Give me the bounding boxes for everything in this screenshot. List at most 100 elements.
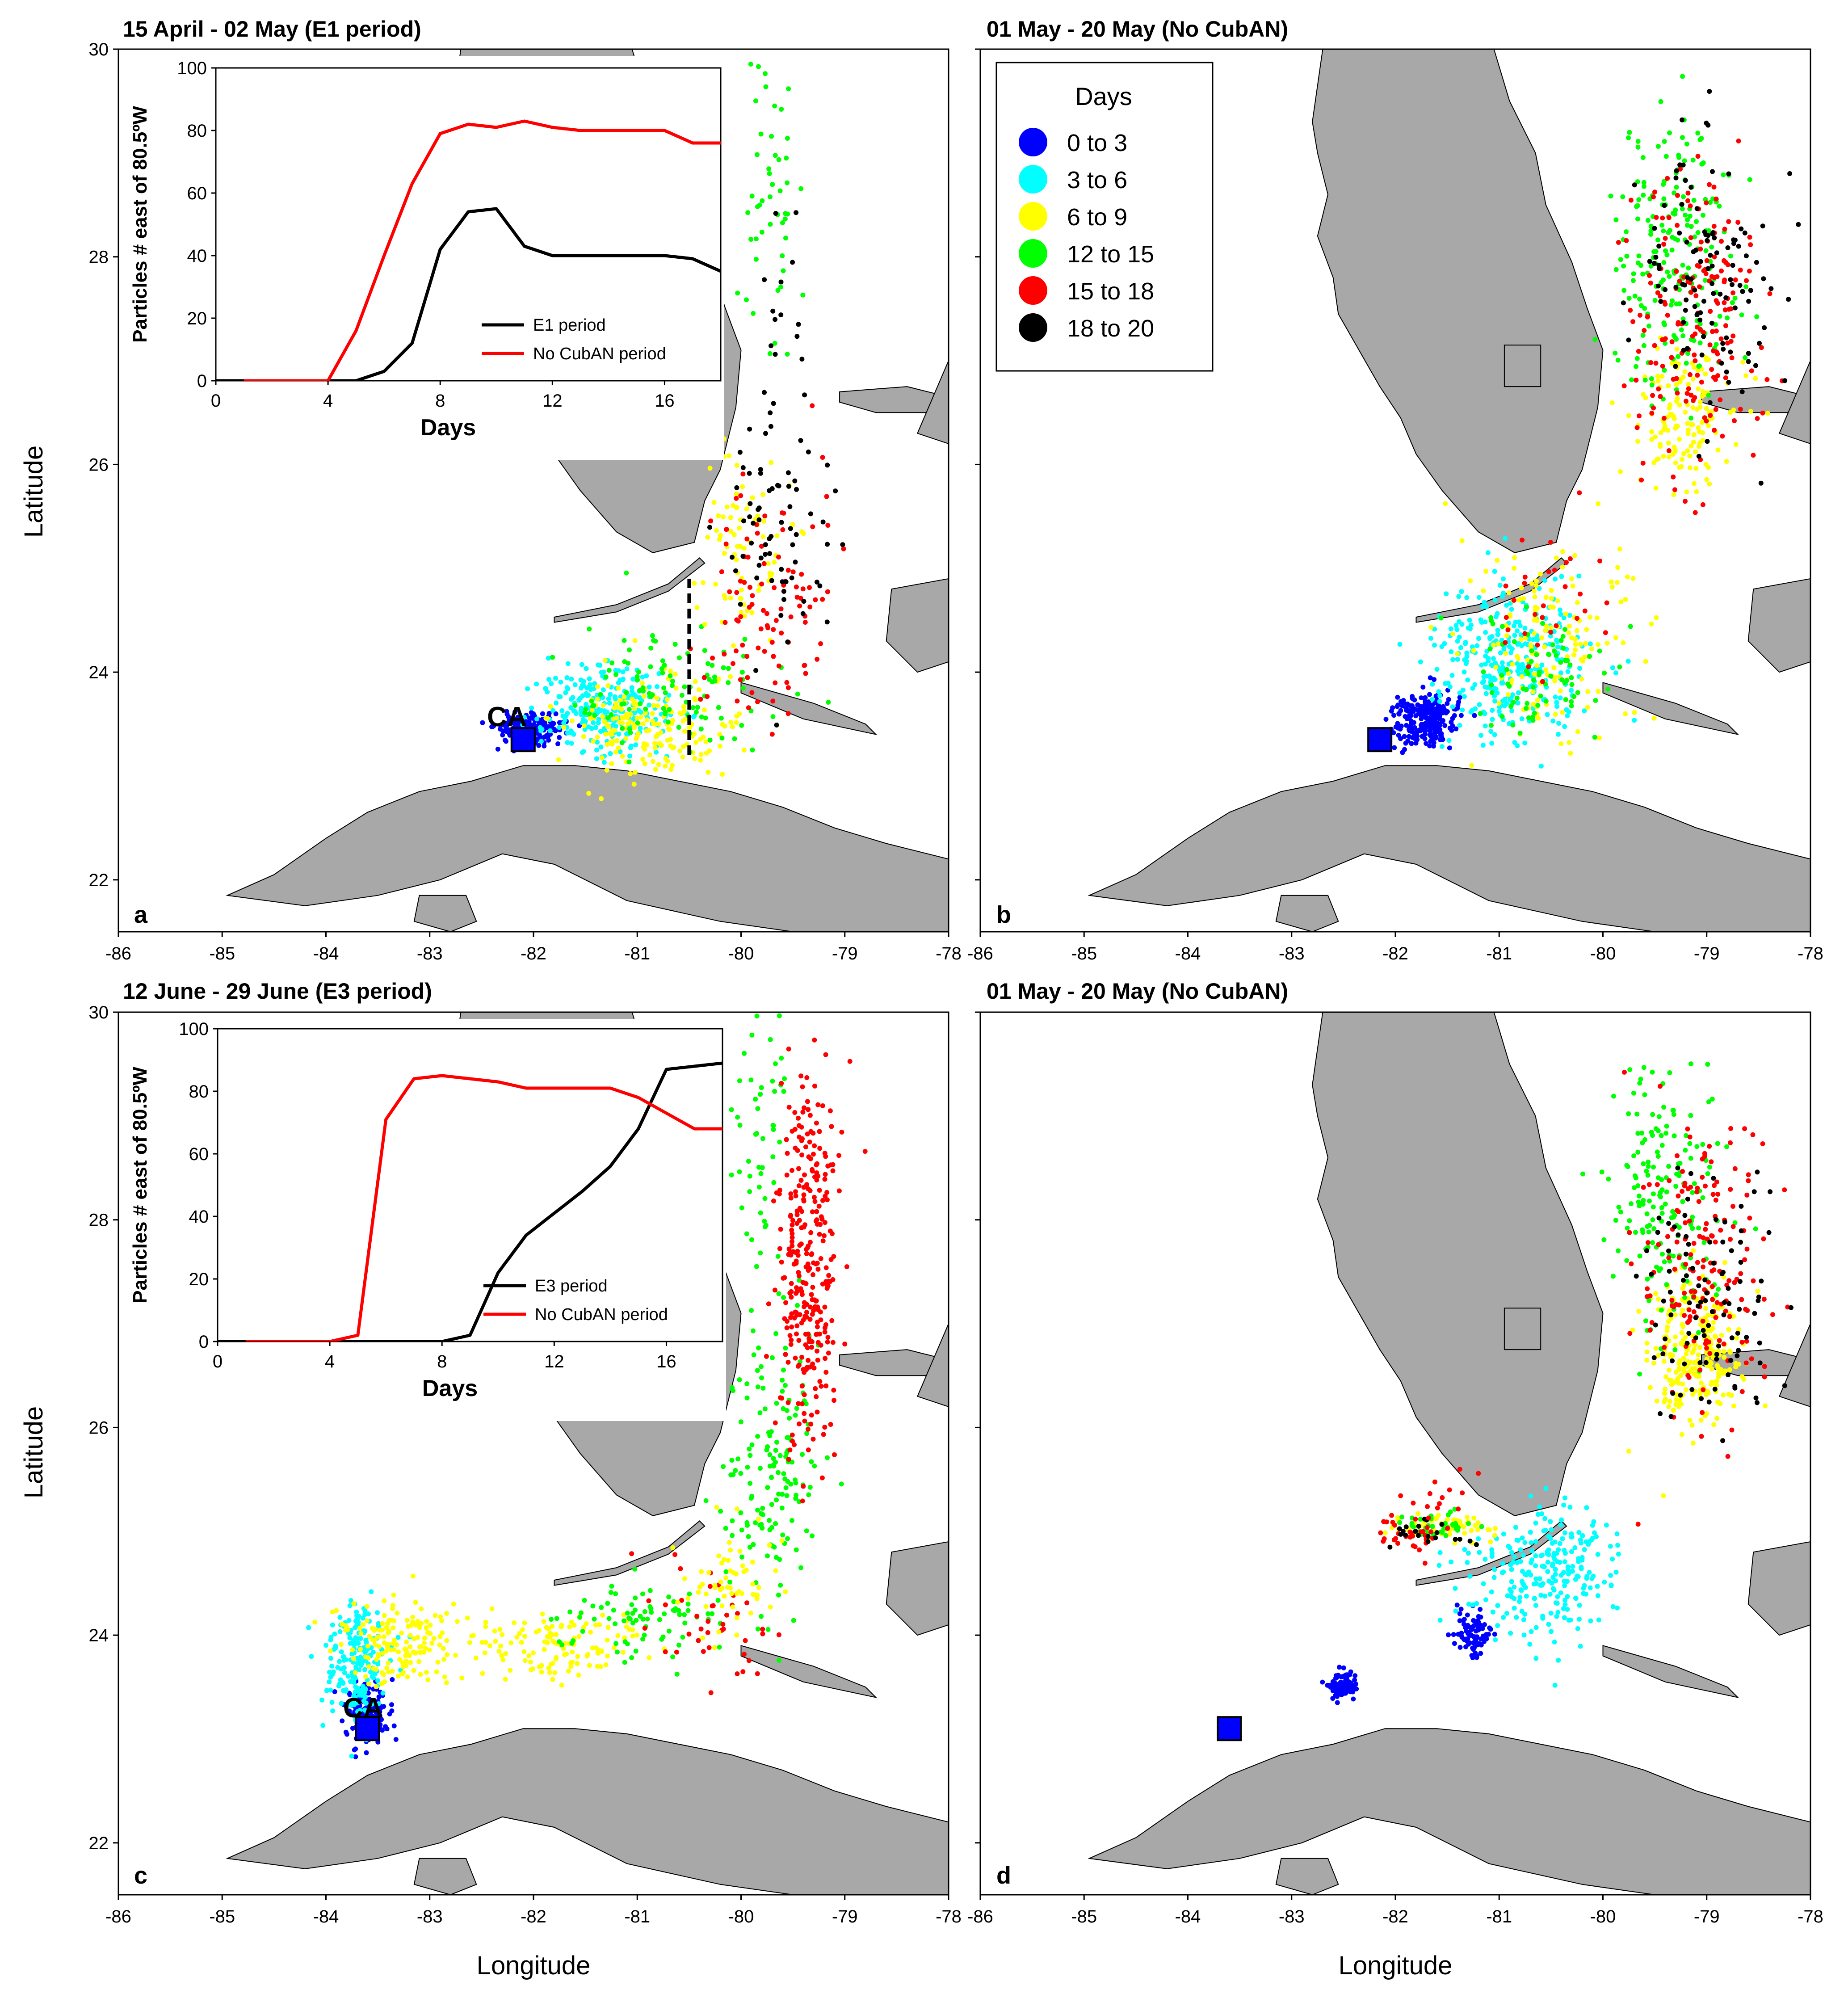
particle — [559, 1682, 564, 1688]
particle — [1684, 489, 1689, 495]
particle — [1531, 702, 1536, 707]
particle — [1436, 1563, 1442, 1568]
particle — [1559, 574, 1564, 579]
particle — [655, 684, 660, 689]
particle — [719, 569, 724, 574]
particle — [1565, 1594, 1570, 1599]
particle — [1634, 425, 1640, 430]
particle — [1751, 453, 1756, 458]
particle — [568, 1660, 574, 1666]
particle — [1480, 743, 1486, 748]
particle — [1427, 743, 1432, 749]
particle — [762, 1224, 768, 1229]
particle — [1651, 1360, 1656, 1366]
particle — [1465, 1612, 1470, 1618]
particle — [862, 1149, 868, 1154]
particle — [1446, 738, 1452, 743]
particle — [1562, 724, 1567, 729]
particle — [1477, 1641, 1483, 1646]
particle — [656, 721, 662, 727]
particle — [726, 666, 731, 671]
particle — [723, 541, 729, 547]
particle — [1561, 615, 1567, 621]
particle — [663, 690, 668, 695]
particle — [1449, 1559, 1453, 1565]
particle — [1693, 510, 1698, 515]
particle — [808, 1230, 814, 1235]
particle — [1649, 437, 1655, 442]
particle — [728, 719, 734, 725]
particle — [561, 724, 567, 730]
particle — [799, 1401, 805, 1406]
particle — [504, 739, 508, 744]
particle — [757, 202, 762, 208]
particle — [745, 1464, 750, 1470]
particle — [776, 483, 781, 488]
particle — [825, 542, 830, 547]
particle — [1533, 612, 1537, 617]
particle — [1555, 1594, 1560, 1599]
particle — [738, 1510, 743, 1515]
particle — [1678, 166, 1683, 172]
particle — [802, 1411, 807, 1416]
particle — [1531, 1581, 1537, 1587]
particle — [1478, 733, 1483, 738]
particle — [695, 705, 700, 710]
particle — [1726, 171, 1731, 177]
particle — [1456, 594, 1462, 599]
particle — [1453, 1537, 1458, 1542]
particle — [759, 1085, 764, 1090]
particle — [502, 722, 507, 727]
particle — [1544, 623, 1549, 629]
particle — [1552, 568, 1557, 573]
particle — [632, 1607, 638, 1613]
particle — [1707, 13, 1712, 17]
particle — [666, 1594, 672, 1600]
particle — [717, 1644, 722, 1650]
particle — [637, 688, 643, 693]
particle-cloud-c18 — [1621, 89, 1801, 486]
particle — [1516, 690, 1521, 695]
particle — [1456, 1525, 1461, 1530]
particle — [1389, 1513, 1394, 1518]
particle — [807, 1113, 813, 1118]
particle — [735, 1671, 740, 1677]
particle — [790, 260, 795, 265]
particle — [415, 1635, 420, 1640]
particle — [1532, 1596, 1537, 1601]
particle — [1455, 639, 1460, 644]
particle — [1537, 669, 1542, 675]
particle — [1397, 1520, 1403, 1525]
particle — [1680, 206, 1685, 211]
particle — [668, 673, 673, 678]
particle — [1740, 359, 1746, 365]
particle — [1579, 1566, 1584, 1571]
inset-series — [216, 119, 721, 381]
particle — [613, 1591, 618, 1596]
x-tick-label: -81 — [624, 944, 650, 963]
particle — [1463, 661, 1469, 666]
particle — [779, 567, 784, 572]
particle — [753, 98, 758, 104]
particle — [1718, 397, 1723, 403]
particle — [1747, 269, 1752, 274]
particle — [1462, 1531, 1467, 1536]
particle — [1436, 729, 1441, 734]
particle — [332, 1689, 337, 1695]
particle — [339, 1701, 344, 1706]
particle — [616, 745, 621, 751]
particle — [781, 597, 786, 602]
particle-cloud-c15 — [688, 403, 846, 737]
particle — [703, 1498, 709, 1503]
particle — [1449, 728, 1454, 733]
particle — [1658, 99, 1663, 104]
particle — [677, 1612, 682, 1617]
particle — [613, 668, 618, 673]
particle — [722, 723, 727, 729]
particle — [1439, 1522, 1445, 1527]
particle — [1416, 1533, 1421, 1538]
particle — [491, 723, 496, 729]
particle — [796, 322, 801, 327]
particle — [782, 1275, 787, 1280]
particle — [1532, 631, 1537, 636]
